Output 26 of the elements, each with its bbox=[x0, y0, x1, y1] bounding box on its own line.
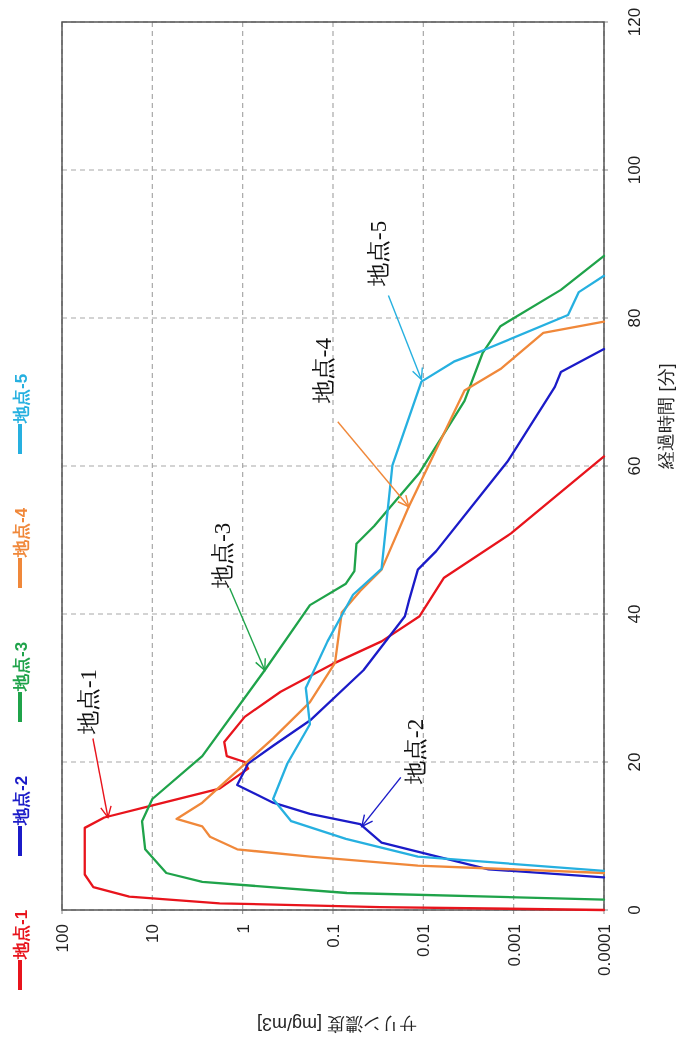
x-tick-label: 0.01 bbox=[414, 924, 434, 958]
legend-item: 地点-1 bbox=[12, 909, 31, 990]
y-tick-label: 120 bbox=[625, 7, 644, 37]
y-tick-label: 40 bbox=[625, 604, 644, 624]
x-tick-label: 0.001 bbox=[504, 924, 524, 967]
y-tick-label: 20 bbox=[625, 752, 644, 772]
x-tick-label: 100 bbox=[53, 924, 72, 953]
y-tick-label: 80 bbox=[625, 308, 644, 328]
y-tick-label: 100 bbox=[625, 155, 644, 185]
legend-item: 地点-4 bbox=[12, 507, 31, 588]
annotation: 地点-5 bbox=[366, 220, 392, 288]
x-tick-label: 0.0001 bbox=[595, 924, 614, 976]
x-tick-label: 10 bbox=[143, 924, 163, 943]
annotation: 地点-3 bbox=[209, 522, 235, 589]
x-tick-label: 1 bbox=[233, 924, 253, 934]
legend-item: 地点-2 bbox=[12, 775, 31, 856]
legend-item: 地点-3 bbox=[12, 641, 31, 722]
x-tick-label: 0.1 bbox=[324, 924, 343, 948]
y-axis-title: 経過時間 [分] bbox=[656, 363, 676, 470]
y-tick-label: 60 bbox=[625, 456, 644, 476]
x-axis-title: サリン濃度 [mg/m3] bbox=[256, 1014, 418, 1034]
legend-item: 地点-5 bbox=[12, 373, 31, 454]
annotation: 地点-1 bbox=[75, 668, 101, 736]
annotation: 地点-4 bbox=[310, 337, 336, 405]
y-tick-label: 0 bbox=[625, 905, 644, 915]
annotation: 地点-2 bbox=[402, 718, 428, 785]
